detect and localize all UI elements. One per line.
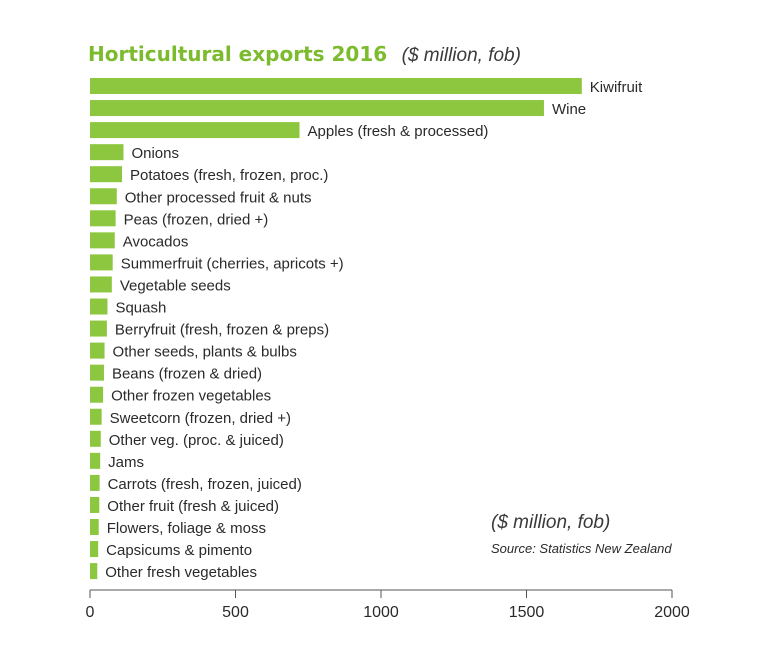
bar-label-4: Potatoes (fresh, frozen, proc.) (130, 167, 328, 184)
bar-5 (90, 188, 117, 205)
bar-label-15: Sweetcorn (frozen, dried +) (110, 410, 291, 427)
x-tick-label-3: 1500 (509, 604, 545, 621)
bar-label-22: Other fresh vegetables (105, 564, 257, 581)
bar-label-12: Other seeds, plants & bulbs (113, 344, 297, 361)
bar-14 (90, 386, 104, 403)
bar-label-9: Vegetable seeds (120, 277, 231, 294)
bar-15 (90, 408, 102, 425)
bar-3 (90, 144, 124, 161)
bar-7 (90, 232, 115, 249)
bar-label-0: Kiwifruit (590, 79, 643, 96)
unit-note: ($ million, fob) (491, 512, 610, 533)
bar-4 (90, 166, 123, 183)
bar-label-13: Beans (frozen & dried) (112, 366, 262, 383)
bar-label-3: Onions (131, 145, 179, 162)
bar-18 (90, 474, 100, 491)
bar-22 (90, 563, 98, 580)
x-tick-label-1: 500 (222, 604, 249, 621)
bar-label-20: Flowers, foliage & moss (107, 520, 266, 537)
chart-subtitle: ($ million, fob) (402, 45, 521, 66)
bar-8 (90, 254, 113, 271)
bar-2 (90, 122, 300, 139)
source-note: Source: Statistics New Zealand (491, 541, 672, 556)
bar-6 (90, 210, 116, 227)
bar-9 (90, 276, 112, 293)
x-tick-label-0: 0 (86, 604, 95, 621)
bar-12 (90, 342, 105, 359)
bar-21 (90, 541, 99, 558)
bar-1 (90, 100, 544, 117)
bar-label-19: Other fruit (fresh & juiced) (107, 498, 279, 515)
bar-label-16: Other veg. (proc. & juiced) (109, 432, 284, 449)
bar-label-18: Carrots (fresh, frozen, juiced) (108, 476, 302, 493)
bar-label-10: Squash (115, 300, 166, 317)
bar-label-14: Other frozen vegetables (111, 388, 271, 405)
bar-label-21: Capsicums & pimento (106, 542, 252, 559)
bar-label-7: Avocados (123, 233, 189, 250)
bar-13 (90, 364, 104, 381)
bar-label-11: Berryfruit (fresh, frozen & preps) (115, 322, 329, 339)
bar-label-5: Other processed fruit & nuts (125, 189, 312, 206)
x-tick-label-2: 1000 (363, 604, 399, 621)
x-tick-label-4: 2000 (654, 604, 690, 621)
bar-0 (90, 78, 582, 94)
x-axis-ticks-group: 0 500 1000 1500 2000 (86, 590, 690, 621)
bar-label-8: Summerfruit (cherries, apricots +) (121, 255, 344, 272)
chart-title: Horticultural exports 2016 (88, 42, 387, 66)
bar-11 (90, 320, 107, 337)
bar-label-17: Jams (108, 454, 144, 471)
bar-label-1: Wine (552, 101, 586, 118)
bars-group (90, 78, 582, 580)
chart-title-group: Horticultural exports 2016 ($ million, f… (88, 42, 521, 66)
bar-17 (90, 452, 101, 469)
bar-label-2: Apples (fresh & processed) (308, 123, 489, 140)
bar-10 (90, 298, 108, 315)
bar-16 (90, 430, 101, 447)
bar-label-6: Peas (frozen, dried +) (124, 211, 269, 228)
bar-19 (90, 496, 100, 513)
bar-20 (90, 519, 99, 535)
